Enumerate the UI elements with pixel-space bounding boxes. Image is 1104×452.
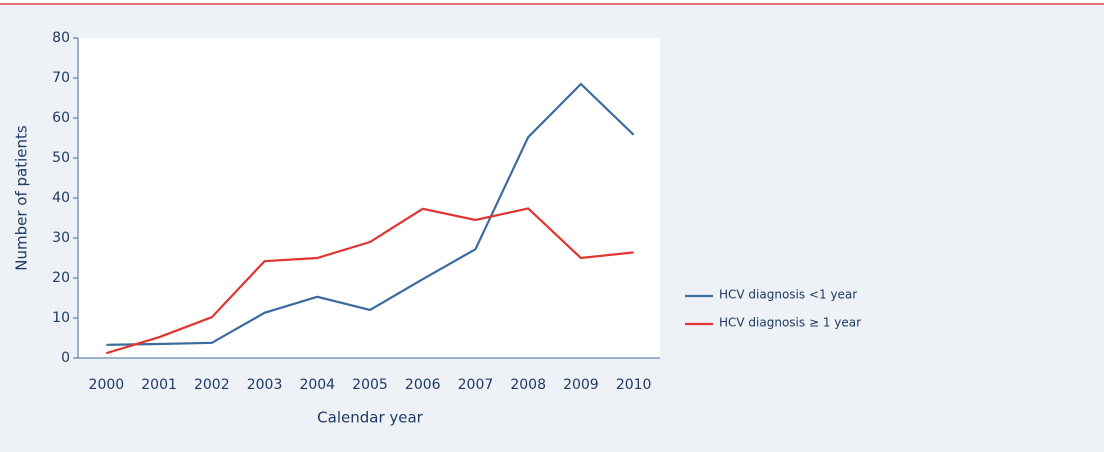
legend-label: HCV diagnosis ≥ 1 year bbox=[719, 316, 861, 330]
y-tick-label: 60 bbox=[52, 110, 70, 126]
y-tick-label: 10 bbox=[52, 310, 70, 326]
y-tick-label: 40 bbox=[52, 190, 70, 206]
x-axis-title: Calendar year bbox=[317, 409, 424, 427]
y-tick-label: 20 bbox=[52, 270, 70, 286]
x-tick-label: 2005 bbox=[352, 377, 388, 393]
y-tick-label: 80 bbox=[52, 30, 70, 46]
x-tick-label: 2001 bbox=[141, 377, 177, 393]
x-tick-label: 2002 bbox=[194, 377, 230, 393]
x-tick-label: 2004 bbox=[299, 377, 335, 393]
x-tick-label: 2003 bbox=[247, 377, 283, 393]
y-tick-label: 0 bbox=[61, 350, 70, 366]
x-tick-label: 2000 bbox=[89, 377, 125, 393]
x-tick-label: 2008 bbox=[510, 377, 546, 393]
y-tick-label: 70 bbox=[52, 70, 70, 86]
y-tick-label: 50 bbox=[52, 150, 70, 166]
series-line bbox=[106, 82, 635, 346]
x-tick-label: 2007 bbox=[458, 377, 494, 393]
plot-area bbox=[78, 38, 660, 358]
x-tick-label: 2010 bbox=[616, 377, 652, 393]
y-tick-label: 30 bbox=[52, 230, 70, 246]
x-tick-label: 2009 bbox=[563, 377, 599, 393]
series-line bbox=[106, 207, 634, 355]
legend-label: HCV diagnosis <1 year bbox=[719, 288, 857, 302]
x-tick-label: 2006 bbox=[405, 377, 441, 393]
y-axis-title: Number of patients bbox=[13, 125, 31, 271]
